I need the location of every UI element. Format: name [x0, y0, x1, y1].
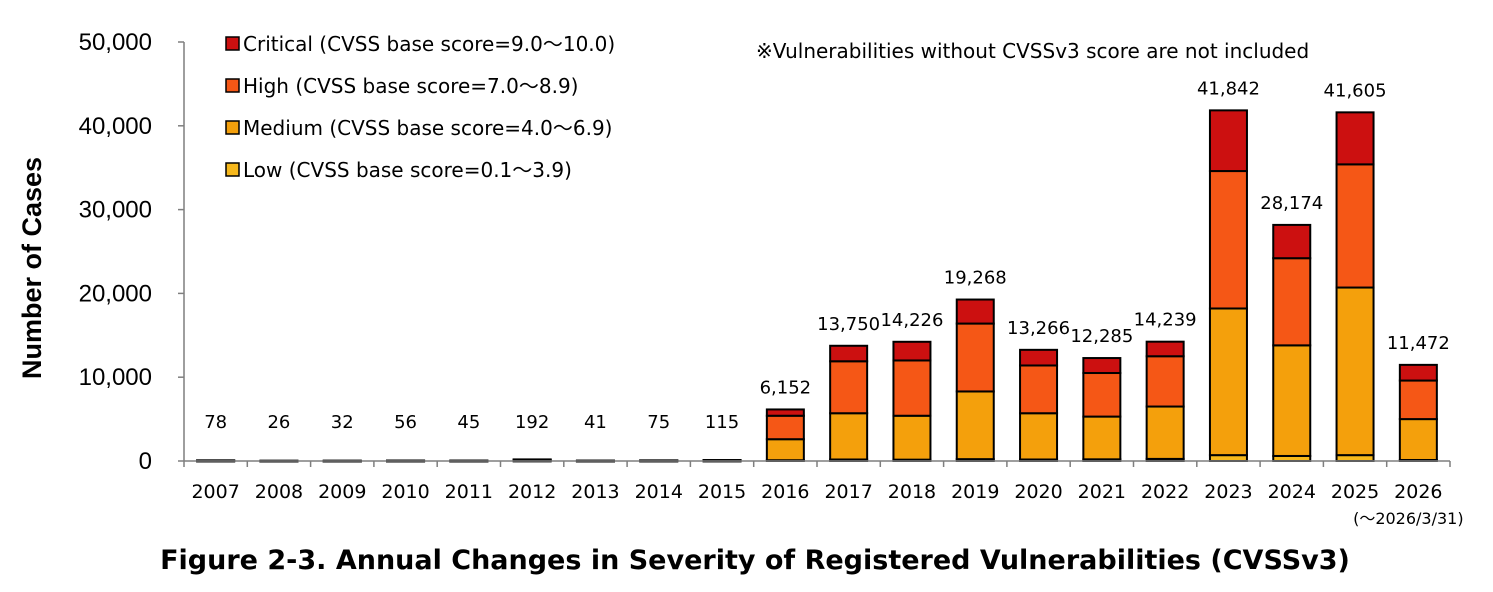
legend-swatch: [225, 78, 240, 93]
total-label-2025: 41,605: [1324, 80, 1387, 101]
bar-segment-2017-s2: [829, 360, 869, 415]
total-label-2024: 28,174: [1260, 193, 1323, 214]
x-axis: 2007 2008 2009 2010 2011 2012 2013 2014 2015 2016…: [183, 460, 1464, 528]
legend-label: Low (CVSS base score=0.1〜3.9): [243, 158, 572, 182]
value-labels: 78 26 32 56 45 192 41 75 115 6,152 13,750 14,22619,…: [204, 78, 1450, 433]
x-tick-label: 2012: [508, 481, 556, 503]
bar-segment-2026-s2: [1398, 379, 1438, 421]
total-label-2013: 41: [584, 412, 607, 433]
total-label-2018: 14,226: [880, 310, 943, 331]
figure-caption: Figure 2-3. Annual Changes in Severity o…: [160, 545, 1350, 576]
x-tick-label: 2010: [381, 481, 429, 503]
bar-segment-2024-s2: [1272, 257, 1312, 347]
x-tick-label: 2018: [888, 481, 936, 503]
bar-segment-2026-s3: [1398, 363, 1438, 382]
bar-segment-2020-s2: [1019, 364, 1059, 415]
bar-segment-2016-s3: [765, 408, 805, 417]
x-tick-label: 2009: [318, 481, 366, 503]
x-tick-label: 2016: [761, 481, 809, 503]
total-label-2015: 115: [705, 412, 739, 433]
chart-note: ※Vulnerabilities without CVSSv3 score ar…: [756, 39, 1309, 63]
bar-segment-2021-s1: [1082, 415, 1122, 461]
x-tick-label: 2019: [951, 481, 999, 503]
total-label-2012: 192: [515, 412, 549, 433]
bar-segment-2025-s1: [1335, 286, 1375, 457]
total-label-2019: 19,268: [944, 268, 1007, 289]
bar-segment-2018-s2: [892, 359, 932, 417]
total-label-2016: 6,152: [760, 377, 812, 398]
bar-segment-2024-s1: [1272, 344, 1312, 457]
bar-segment-2019-s3: [955, 298, 995, 325]
legend-swatch: [225, 120, 240, 135]
x-tick-label: 2013: [571, 481, 619, 503]
x-tick-label: 2023: [1204, 481, 1252, 503]
y-tick-label: 0: [139, 448, 152, 475]
total-label-2007: 78: [204, 412, 227, 433]
x-tick-label: 2022: [1141, 481, 1189, 503]
total-label-2026: 11,472: [1387, 333, 1450, 354]
total-label-2010: 56: [394, 412, 417, 433]
y-tick-label: 50,000: [79, 29, 152, 56]
bar-segment-2020-s1: [1019, 412, 1059, 461]
legend: Critical (CVSS base score=9.0〜10.0) High …: [225, 32, 615, 182]
bar-segment-2016-s1: [765, 438, 805, 462]
total-label-2008: 26: [267, 412, 290, 433]
total-label-2022: 14,239: [1134, 310, 1197, 331]
y-tick-label: 20,000: [79, 280, 152, 307]
x-tick-label: 2014: [635, 481, 683, 503]
x-tick-label: 2011: [445, 481, 493, 503]
total-label-2021: 12,285: [1070, 326, 1133, 347]
bar-segment-2023-s1: [1208, 307, 1248, 457]
y-tick-label: 10,000: [79, 364, 152, 391]
bar-segment-2023-s2: [1208, 170, 1248, 310]
bar-segment-2018-s1: [892, 414, 932, 461]
total-label-2023: 41,842: [1197, 78, 1260, 99]
bar-segment-2021-s2: [1082, 372, 1122, 418]
x-tick-sublabel: (〜2026/3/31): [1353, 509, 1464, 528]
bar-segment-2026-s1: [1398, 418, 1438, 461]
bar-segment-2021-s3: [1082, 357, 1122, 375]
y-tick-label: 40,000: [79, 113, 152, 140]
legend-label: High (CVSS base score=7.0〜8.9): [243, 74, 578, 98]
x-tick-label: 2024: [1268, 481, 1316, 503]
bar-segment-2022-s1: [1145, 405, 1185, 460]
x-tick-label: 2008: [255, 481, 303, 503]
bar-segment-2017-s3: [829, 344, 869, 363]
total-label-2020: 13,266: [1007, 318, 1070, 339]
bar-segment-2019-s2: [955, 322, 995, 393]
bar-segment-2017-s1: [829, 412, 869, 461]
x-tick-label: 2021: [1078, 481, 1126, 503]
total-label-2011: 45: [457, 412, 480, 433]
bar-segment-2019-s1: [955, 390, 995, 461]
x-tick-label: 2015: [698, 481, 746, 503]
bar-segment-2023-s3: [1208, 109, 1248, 173]
x-tick-label: 2026: [1394, 481, 1442, 503]
y-axis-label: Number of Cases: [17, 157, 47, 379]
bar-segment-2022-s3: [1145, 340, 1185, 358]
x-tick-label: 2007: [191, 481, 239, 503]
legend-label: Medium (CVSS base score=4.0〜6.9): [243, 116, 612, 140]
bar-segment-2016-s2: [765, 414, 805, 441]
x-tick-label: 2020: [1014, 481, 1062, 503]
bars: [196, 109, 1438, 463]
bar-segment-2012-s3: [512, 458, 552, 461]
x-tick-label: 2017: [824, 481, 872, 503]
bar-segment-2022-s2: [1145, 355, 1185, 408]
legend-swatch: [225, 36, 240, 51]
y-tick-label: 30,000: [79, 197, 152, 224]
total-label-2009: 32: [331, 412, 354, 433]
bar-segment-2018-s3: [892, 340, 932, 362]
total-label-2017: 13,750: [817, 314, 880, 335]
bar-segment-2020-s3: [1019, 348, 1059, 367]
total-label-2014: 75: [647, 412, 670, 433]
x-tick-label: 2025: [1331, 481, 1379, 503]
legend-label: Critical (CVSS base score=9.0〜10.0): [243, 32, 615, 56]
bar-segment-2025-s3: [1335, 111, 1375, 166]
bar-segment-2025-s2: [1335, 163, 1375, 289]
legend-swatch: [225, 162, 240, 177]
bar-segment-2024-s3: [1272, 223, 1312, 260]
y-axis: 0 10,000 20,000 30,000 40,000 50,000: [79, 29, 185, 475]
